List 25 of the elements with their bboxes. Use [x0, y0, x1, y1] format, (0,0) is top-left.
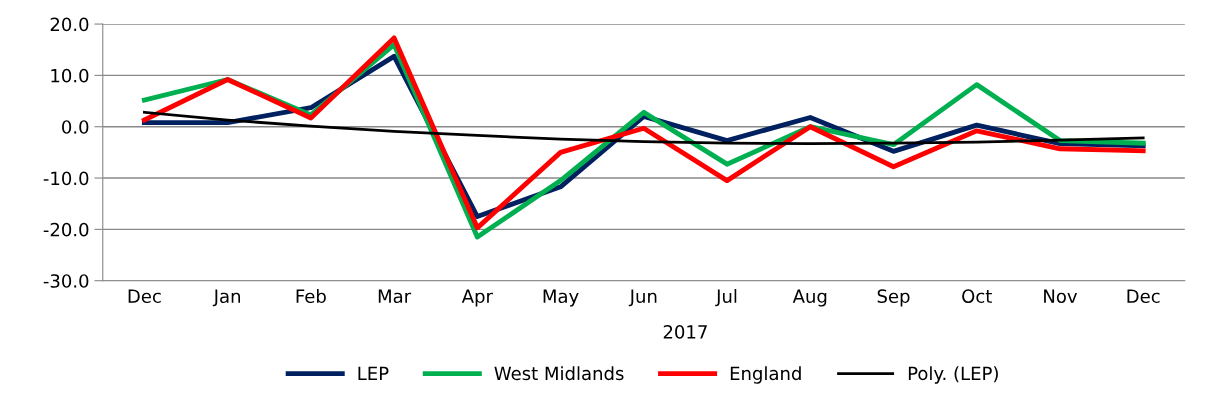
- y-tick-label: -30.0: [43, 274, 89, 288]
- x-tick-label: Oct: [962, 289, 992, 304]
- x-tick-label: Jan: [212, 289, 240, 307]
- x-tick-label: Jul: [715, 289, 737, 307]
- y-tick-label: 10.0: [51, 68, 89, 83]
- x-tick-label: Dec: [1127, 289, 1160, 304]
- y-tick-label: -20.0: [43, 222, 89, 237]
- legend-label: LEP: [358, 366, 389, 380]
- legend-label: West Midlands: [494, 366, 624, 381]
- y-tick-label: 0.0: [62, 120, 89, 134]
- x-tick-label: Dec: [128, 289, 161, 304]
- line-series: [142, 110, 1145, 146]
- y-tick-label: -10.0: [43, 171, 89, 186]
- x-tick-label: Aug: [792, 289, 827, 307]
- legend-label: England: [730, 366, 801, 384]
- y-tick-label: 20.0: [50, 17, 89, 32]
- x-tick-label: Nov: [1044, 289, 1078, 304]
- x-tick-label: Sep: [877, 289, 910, 307]
- x-tick-label: Apr: [461, 289, 493, 307]
- x-tick-label: May: [543, 289, 579, 307]
- x-tick-label: Mar: [378, 289, 412, 304]
- x-tick-label: Feb: [296, 289, 326, 304]
- text: 2017: [663, 325, 707, 339]
- x-tick-label: Jun: [628, 289, 657, 307]
- legend-label: Poly. (LEP): [908, 366, 998, 384]
